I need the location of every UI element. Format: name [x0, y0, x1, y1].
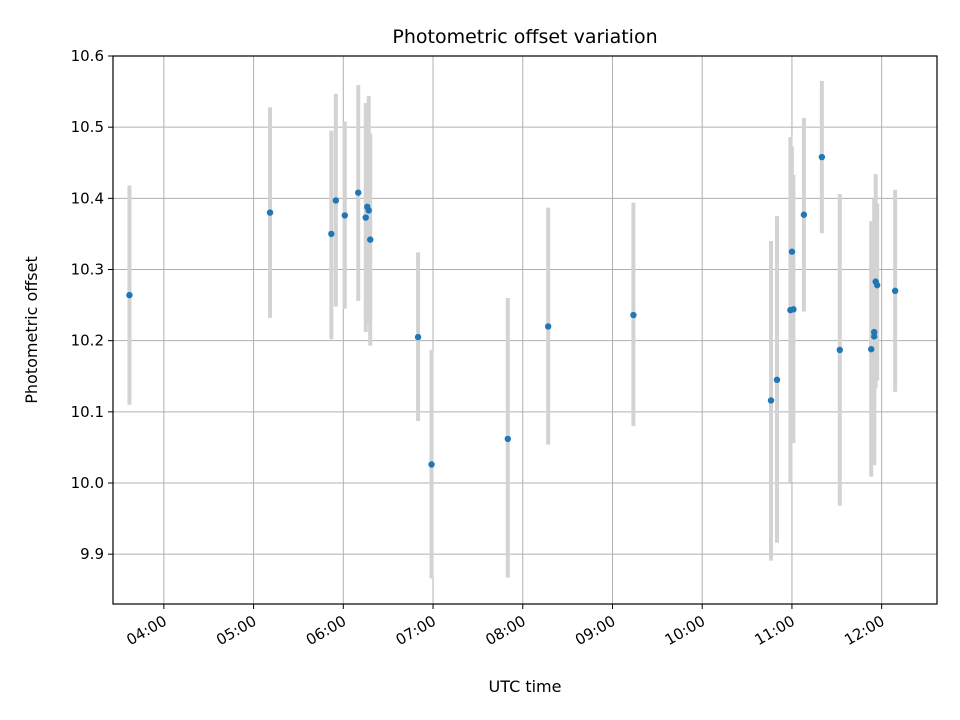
- data-point: [341, 212, 348, 219]
- data-point: [504, 435, 512, 443]
- data-point: [767, 397, 775, 404]
- data-point: [266, 209, 274, 216]
- grid: [113, 55, 937, 604]
- y-tick-label: 10.2: [71, 332, 104, 350]
- data-point: [790, 306, 797, 313]
- data-point: [773, 376, 781, 384]
- data-point: [630, 311, 637, 319]
- y-tick-label: 10.6: [71, 47, 104, 65]
- y-tick-label: 10.4: [71, 189, 104, 207]
- y-tick-label: 10.3: [71, 261, 104, 279]
- y-tick-label: 9.9: [80, 545, 104, 563]
- y-tick-label: 10.5: [71, 118, 104, 136]
- x-tick-label: 08:00: [482, 612, 528, 649]
- data-point: [818, 153, 826, 161]
- data-point: [788, 248, 796, 255]
- data-points: [126, 153, 899, 468]
- x-tick-label: 04:00: [123, 612, 169, 649]
- data-point: [332, 197, 340, 204]
- data-point: [891, 287, 899, 295]
- data-point: [328, 230, 335, 238]
- x-tick-label: 09:00: [572, 612, 618, 649]
- error-bars: [127, 80, 898, 579]
- data-point: [873, 281, 881, 289]
- data-point: [362, 214, 369, 221]
- data-point: [870, 328, 878, 336]
- x-tick-label: 12:00: [841, 612, 887, 649]
- x-tick-label: 07:00: [393, 612, 439, 649]
- x-tick-label: 10:00: [662, 612, 708, 649]
- data-point: [365, 207, 372, 214]
- data-point: [800, 211, 808, 218]
- data-point: [428, 461, 435, 468]
- x-axis-label: UTC time: [489, 677, 562, 696]
- y-axis-label: Photometric offset: [22, 256, 41, 404]
- data-point: [367, 236, 374, 243]
- data-point: [836, 346, 843, 354]
- plot-frame: [112, 55, 938, 605]
- y-tick-label: 10.1: [71, 403, 104, 421]
- data-point: [126, 291, 133, 299]
- x-tick-label: 05:00: [213, 612, 259, 649]
- chart-title: Photometric offset variation: [392, 26, 657, 48]
- data-point: [355, 189, 362, 196]
- data-point: [867, 346, 875, 353]
- x-tick-label: 11:00: [751, 612, 797, 649]
- x-tick-label: 06:00: [303, 612, 349, 649]
- y-axis-ticks: 9.9 10.0 10.1 10.2 10.3 10.4 10.5 10.6: [71, 47, 113, 563]
- data-point: [544, 323, 552, 330]
- x-axis-ticks: 04:00 05:00 06:00 07:00 08:00 09:00 10:00 11:00…: [123, 604, 888, 649]
- data-point: [414, 333, 422, 341]
- y-tick-label: 10.0: [71, 474, 104, 492]
